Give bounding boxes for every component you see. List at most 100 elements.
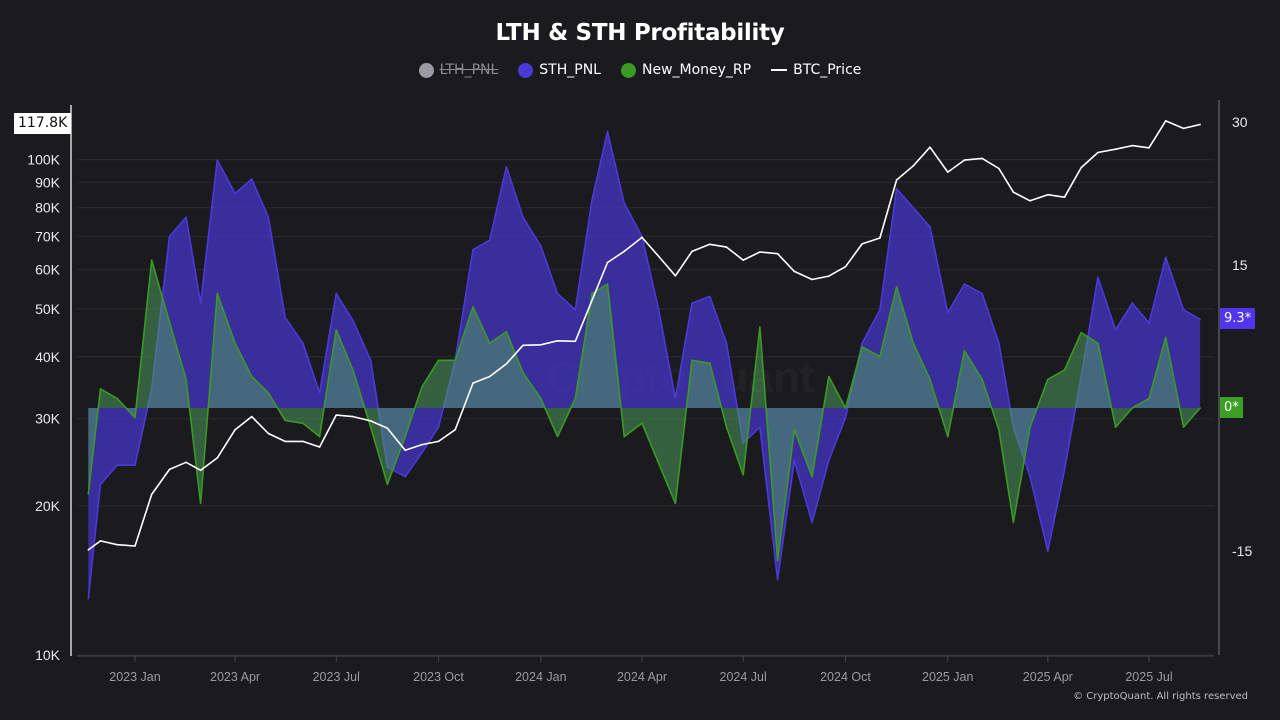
sth-pnl-point bbox=[318, 391, 321, 394]
left-axis-tick-label: 80K bbox=[35, 200, 61, 216]
legend-item-sth-pnl[interactable]: STH_PNL bbox=[518, 62, 601, 78]
new-money-rp-point bbox=[591, 292, 593, 295]
btc-price-point bbox=[250, 415, 253, 418]
legend-item-new-money-rp[interactable]: New_Money_RP bbox=[620, 62, 751, 78]
btc-price-point bbox=[725, 246, 728, 248]
new-money-rp-point bbox=[709, 362, 711, 364]
right-axis-tick-label: 15 bbox=[1232, 257, 1248, 273]
sth-pnl-point bbox=[776, 578, 779, 581]
btc-price-point bbox=[185, 461, 187, 464]
btc-price-point bbox=[691, 250, 693, 253]
sth-pnl-point bbox=[267, 216, 270, 219]
btc-price-point bbox=[606, 261, 609, 264]
btc-price-point bbox=[404, 449, 406, 452]
new-money-rp-point bbox=[998, 429, 1000, 431]
btc-price-point bbox=[759, 251, 761, 253]
sth-pnl-point bbox=[691, 302, 693, 304]
new-money-rp-point bbox=[606, 283, 609, 285]
new-money-rp-point bbox=[657, 462, 660, 465]
btc-price-point bbox=[87, 549, 90, 551]
sth-pnl-point bbox=[1097, 276, 1099, 279]
new-money-rp-point bbox=[1164, 336, 1167, 339]
new-money-rp-point bbox=[861, 346, 863, 348]
sth-pnl-point bbox=[352, 319, 354, 322]
btc-price-point bbox=[1199, 123, 1201, 126]
sth-pnl-point bbox=[540, 245, 542, 247]
sth-pnl-point bbox=[472, 248, 474, 251]
right-axis-tick-label: -15 bbox=[1232, 543, 1252, 559]
btc-price-point bbox=[776, 252, 779, 255]
sth-pnl-point bbox=[556, 292, 559, 295]
btc-price-point bbox=[134, 545, 136, 547]
new-money-rp-point bbox=[912, 342, 915, 344]
new-money-rp-point bbox=[674, 502, 677, 505]
btc-price-point bbox=[437, 440, 440, 443]
left-axis-tick-label: 70K bbox=[35, 228, 61, 244]
x-axis-tick-label: 2023 Jan bbox=[109, 670, 160, 684]
new-money-rp-point bbox=[302, 422, 304, 425]
sth-pnl-point bbox=[250, 178, 253, 180]
sth-pnl-area bbox=[88, 131, 1201, 599]
btc-price-point bbox=[116, 543, 119, 546]
btc-price-point bbox=[963, 159, 966, 161]
new-money-rp-area bbox=[88, 260, 1201, 561]
x-axis-tick-label: 2024 Oct bbox=[820, 670, 871, 684]
new-money-rp-point bbox=[437, 359, 440, 362]
btc-price-point bbox=[556, 339, 559, 342]
btc-price-point bbox=[623, 250, 626, 253]
sth-pnl-point bbox=[522, 216, 524, 219]
btc-price-point bbox=[386, 427, 389, 430]
btc-price-point bbox=[1063, 196, 1066, 199]
new-money-rp-point bbox=[1097, 342, 1099, 344]
sth-pnl-point bbox=[725, 342, 728, 344]
new-money-rp-point bbox=[742, 473, 744, 476]
sth-pnl-point bbox=[234, 192, 236, 195]
new-money-rp-point bbox=[776, 559, 779, 562]
new-money-rp-point bbox=[1199, 407, 1201, 409]
new-money-rp-point bbox=[267, 391, 270, 394]
btc-price-point bbox=[1114, 148, 1117, 151]
x-axis-tick-label: 2024 Jul bbox=[720, 670, 767, 684]
sth-pnl-point bbox=[895, 187, 898, 190]
btc-price-point bbox=[234, 428, 236, 431]
new-money-rp-point bbox=[404, 435, 406, 438]
sth-pnl-point bbox=[657, 308, 660, 311]
btc-price-point bbox=[674, 274, 677, 277]
x-axis-tick-label: 2024 Jan bbox=[515, 670, 566, 684]
btc-price-point bbox=[641, 236, 643, 239]
new-money-rp-point bbox=[116, 397, 119, 400]
btc-price-point bbox=[895, 179, 898, 181]
btc-price-point bbox=[981, 157, 984, 160]
sth-pnl-point bbox=[505, 165, 508, 168]
new-money-rp-current-badge: 0* bbox=[1220, 397, 1243, 418]
sth-pnl-point bbox=[421, 452, 423, 454]
btc-price-point bbox=[1148, 146, 1150, 149]
sth-pnl-point bbox=[134, 464, 136, 467]
new-money-rp-point bbox=[318, 435, 321, 438]
sth-pnl-current-badge: 9.3* bbox=[1220, 308, 1256, 330]
new-money-rp-point bbox=[1012, 521, 1015, 524]
sth-pnl-point bbox=[1182, 308, 1185, 311]
new-money-rp-point bbox=[522, 371, 524, 374]
sth-pnl-point bbox=[1131, 302, 1134, 304]
sth-pnl-point bbox=[606, 130, 609, 133]
new-money-rp-point bbox=[87, 493, 90, 495]
btc-price-point bbox=[505, 363, 508, 365]
new-money-rp-point bbox=[185, 378, 187, 381]
x-axis-tick-label: 2023 Jul bbox=[313, 670, 360, 684]
new-money-rp-point bbox=[1047, 378, 1049, 381]
new-money-rp-point bbox=[759, 326, 761, 328]
left-axis-tick-label: 40K bbox=[35, 349, 61, 365]
btc-price-point bbox=[1131, 144, 1134, 147]
sth-pnl-point bbox=[116, 464, 119, 467]
left-axis-tick-label: 10K bbox=[35, 647, 61, 663]
legend-item-lth-pnl[interactable]: LTH_PNL bbox=[418, 62, 498, 78]
btc-price-point bbox=[1182, 127, 1185, 130]
sth-pnl-point bbox=[574, 308, 577, 311]
sth-pnl-point bbox=[335, 292, 338, 295]
btc-price-point bbox=[150, 493, 153, 496]
sth-pnl-point bbox=[844, 416, 847, 419]
legend-item-btc-price[interactable]: BTC_Price bbox=[771, 62, 861, 78]
new-money-rp-point bbox=[488, 342, 491, 344]
sth-pnl-point bbox=[811, 521, 813, 524]
